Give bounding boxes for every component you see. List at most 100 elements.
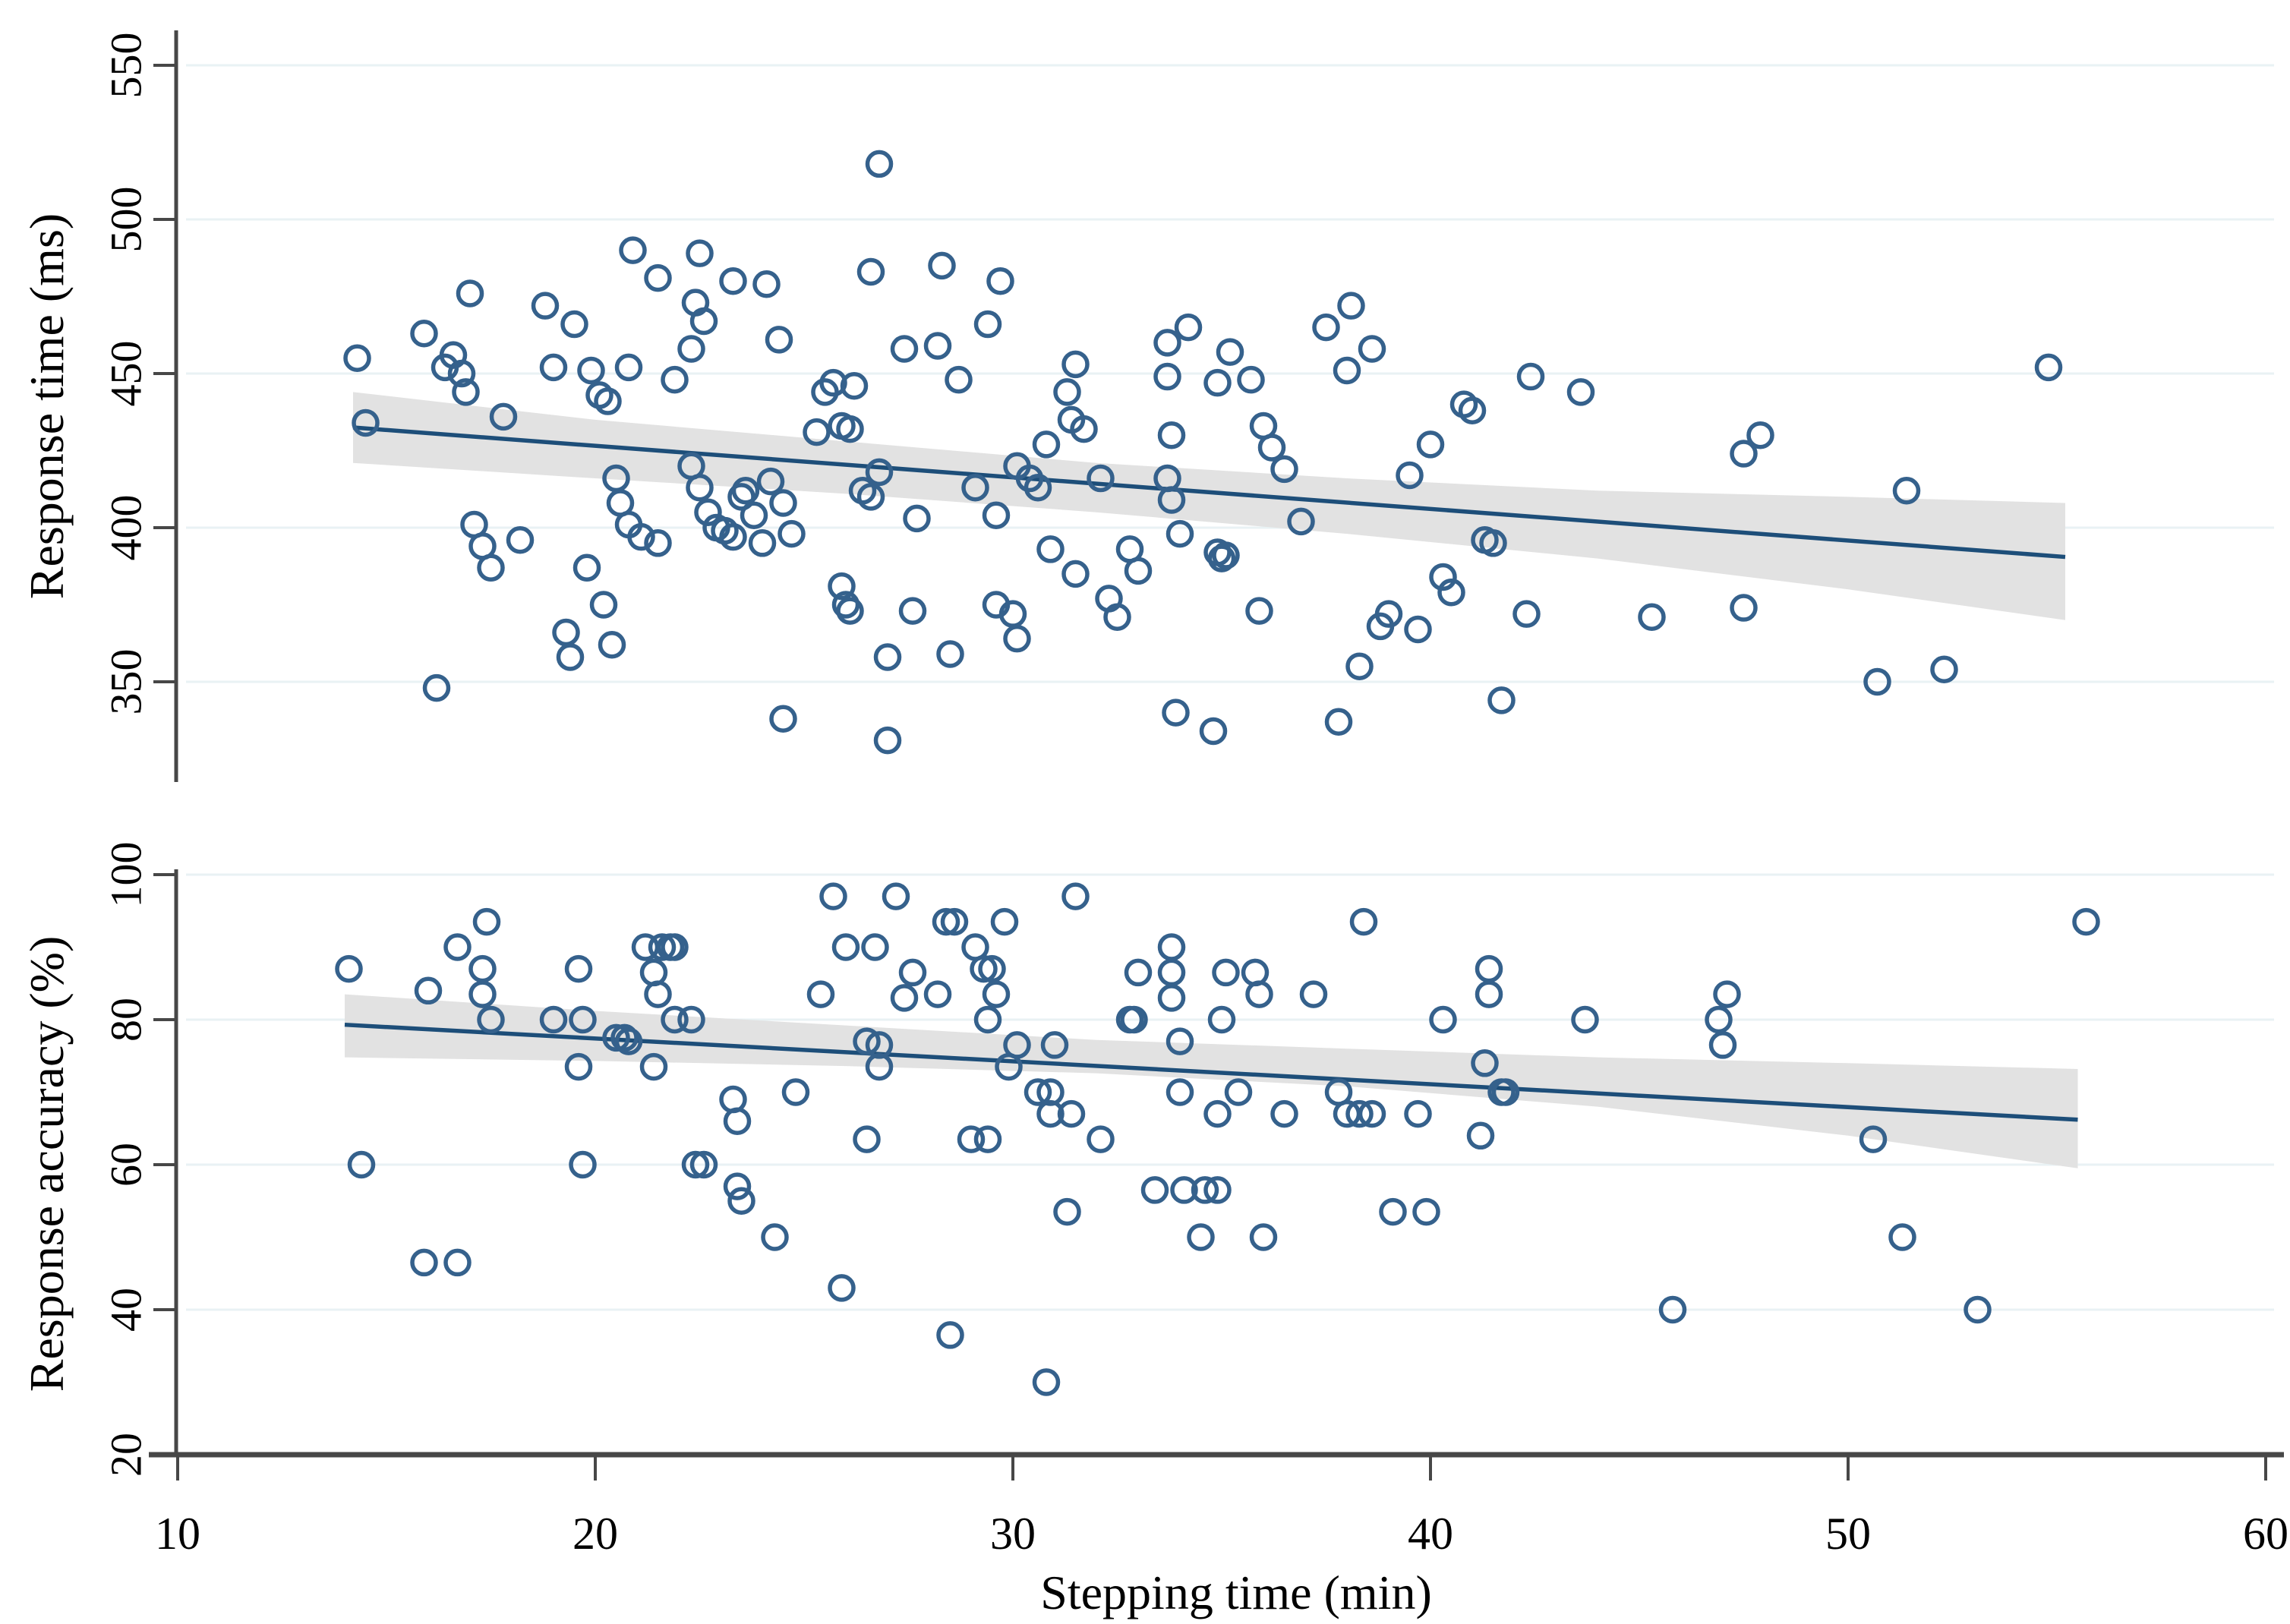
trend-line bbox=[344, 1022, 2078, 1122]
scatter-point bbox=[973, 1005, 1002, 1034]
scatter-point bbox=[723, 1172, 752, 1200]
scatter-point bbox=[677, 335, 705, 363]
scatter-point bbox=[1166, 519, 1194, 548]
scatter-point bbox=[594, 387, 622, 415]
scatter-point bbox=[681, 1150, 710, 1179]
scatter-point bbox=[1036, 1099, 1065, 1128]
scatter-point bbox=[957, 1125, 986, 1153]
scatter-point bbox=[898, 597, 927, 625]
scatter-point bbox=[1124, 958, 1153, 987]
scatter-point bbox=[1199, 717, 1228, 746]
y-tick-label: 500 bbox=[101, 187, 150, 253]
scatter-point bbox=[727, 1187, 755, 1215]
y-tick-label: 40 bbox=[101, 1288, 150, 1332]
scatter-point bbox=[1475, 980, 1503, 1008]
scatter-point bbox=[853, 1027, 881, 1055]
scatter-point bbox=[778, 519, 806, 548]
scatter-point bbox=[1429, 1005, 1457, 1034]
x-tick-label: 20 bbox=[572, 1509, 618, 1559]
scatter-point bbox=[644, 263, 672, 292]
y-tick-label: 450 bbox=[101, 341, 150, 407]
scatter-point bbox=[1299, 980, 1328, 1008]
scatter-point bbox=[853, 1125, 881, 1153]
scatter-point bbox=[639, 1052, 668, 1081]
scatter-point bbox=[1207, 544, 1236, 572]
x-axis-title: Stepping time (min) bbox=[1040, 1566, 1432, 1619]
x-tick-label: 10 bbox=[155, 1509, 200, 1559]
scatter-point bbox=[803, 418, 831, 446]
scatter-point bbox=[619, 236, 647, 264]
scatter-point bbox=[1287, 507, 1315, 536]
scatter-point bbox=[1191, 1176, 1219, 1204]
scatter-point bbox=[1053, 1197, 1081, 1226]
scatter-point bbox=[1404, 1099, 1432, 1128]
trend-line bbox=[352, 425, 2066, 560]
scatter-point bbox=[456, 279, 484, 307]
scatter-point bbox=[1157, 933, 1186, 961]
scatter-point bbox=[781, 1078, 810, 1106]
scatter-point bbox=[1429, 563, 1457, 591]
scatter-point bbox=[1120, 1005, 1148, 1034]
scatter-point bbox=[970, 954, 998, 983]
scatter-point bbox=[610, 1023, 639, 1052]
scatter-point bbox=[748, 529, 777, 557]
scatter-point bbox=[1638, 603, 1666, 631]
scatter-point bbox=[410, 319, 438, 348]
scatter-point bbox=[689, 307, 718, 336]
scatter-point bbox=[1087, 464, 1115, 493]
scatter-point bbox=[1487, 686, 1516, 714]
scatter-point bbox=[1333, 356, 1361, 385]
scatter-point bbox=[1312, 313, 1340, 342]
scatter-point bbox=[723, 1107, 752, 1135]
scatter-point bbox=[1458, 396, 1487, 424]
scatter-point bbox=[472, 907, 501, 936]
scatter-point bbox=[577, 356, 605, 385]
scatter-point bbox=[740, 501, 768, 530]
scatter-point bbox=[865, 150, 894, 178]
scatter-point bbox=[940, 907, 969, 936]
scatter-point bbox=[973, 1125, 1002, 1153]
scatter-point bbox=[648, 933, 677, 961]
scatter-point bbox=[560, 310, 588, 339]
scatter-point bbox=[414, 976, 443, 1005]
scatter-point bbox=[1730, 440, 1758, 468]
scatter-point bbox=[1437, 579, 1465, 607]
scatter-point bbox=[752, 270, 781, 298]
scatter-point bbox=[719, 1085, 747, 1114]
scatter-point bbox=[1475, 954, 1503, 983]
scatter-point bbox=[1491, 1078, 1520, 1106]
scatter-point bbox=[1888, 1223, 1916, 1251]
scatter-point bbox=[819, 368, 847, 397]
y-tick-label: 80 bbox=[101, 998, 150, 1042]
scatter-point bbox=[1324, 708, 1353, 736]
scatter-point bbox=[552, 618, 580, 647]
ci-band bbox=[353, 392, 2065, 620]
x-tick-label: 30 bbox=[990, 1509, 1036, 1559]
scatter-point bbox=[1345, 652, 1374, 680]
scatter-point bbox=[836, 597, 864, 625]
scatter-point bbox=[928, 251, 956, 280]
scatter-point bbox=[443, 1248, 472, 1277]
scatter-point bbox=[686, 473, 714, 502]
scatter-point bbox=[1358, 335, 1386, 363]
scatter-point bbox=[1061, 350, 1090, 379]
scatter-point bbox=[1157, 486, 1186, 514]
scatter-point bbox=[1396, 461, 1424, 490]
scatter-point bbox=[343, 344, 371, 372]
scatter-point bbox=[1571, 1005, 1599, 1034]
scatter-point bbox=[1203, 1176, 1232, 1204]
y-tick-label: 20 bbox=[101, 1433, 150, 1477]
scatter-point bbox=[352, 408, 380, 437]
scatter-point bbox=[932, 907, 960, 936]
ci-band bbox=[345, 994, 2078, 1168]
scatter-point bbox=[677, 1005, 705, 1034]
scatter-point bbox=[1708, 1031, 1737, 1059]
scatter-point bbox=[973, 310, 1002, 339]
bottom-panel-y-axis-title: Response accuracy (%) bbox=[20, 935, 74, 1392]
scatter-point bbox=[873, 726, 902, 755]
scatter-point bbox=[923, 980, 952, 1008]
scatter-point bbox=[819, 882, 847, 910]
scatter-point bbox=[468, 954, 497, 983]
scatter-point bbox=[1479, 529, 1507, 557]
scatter-point bbox=[1404, 615, 1432, 644]
